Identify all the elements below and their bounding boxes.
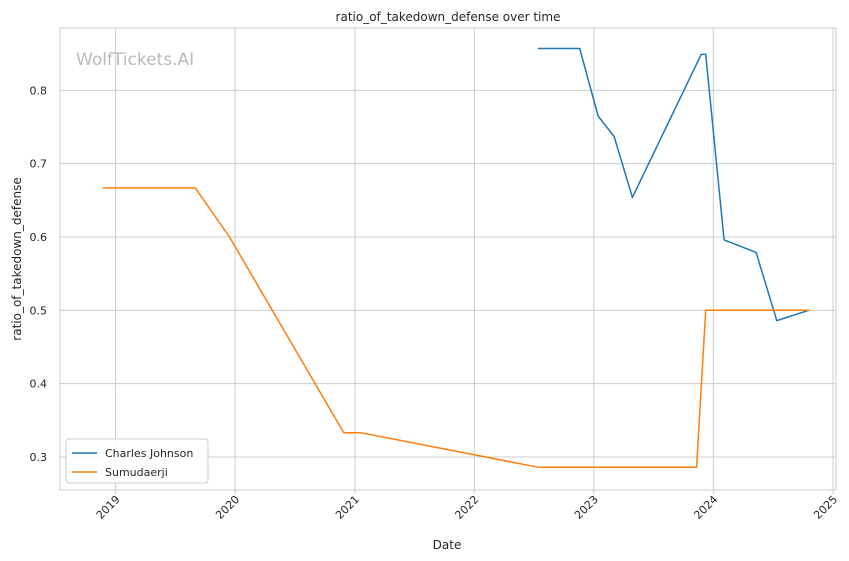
x-tick-label: 2021 <box>333 493 362 522</box>
plot-background <box>60 28 836 490</box>
y-axis-ticks: 0.3 0.4 0.5 0.6 0.7 0.8 <box>30 84 48 464</box>
x-axis-ticks: 2019 2020 2021 2022 2023 2024 2025 <box>94 490 840 522</box>
x-axis-label: Date <box>433 538 462 552</box>
y-tick-label: 0.8 <box>30 84 48 97</box>
y-axis-label: ratio_of_takedown_defense <box>10 177 24 340</box>
x-tick-label: 2025 <box>811 493 840 522</box>
chart-title: ratio_of_takedown_defense over time <box>336 10 561 24</box>
x-tick-label: 2024 <box>691 493 720 522</box>
y-tick-label: 0.4 <box>30 378 48 391</box>
legend: Charles Johnson Sumudaerji <box>65 438 209 484</box>
x-tick-label: 2020 <box>213 493 242 522</box>
series-lines <box>102 47 810 469</box>
y-tick-label: 0.3 <box>30 451 48 464</box>
x-tick-label: 2022 <box>452 493 481 522</box>
legend-box <box>65 438 209 484</box>
y-tick-label: 0.6 <box>30 231 48 244</box>
x-tick-label: 2019 <box>94 493 123 522</box>
watermark-text: WolfTickets.AI <box>76 50 194 70</box>
legend-label-sumudaerji: Sumudaerji <box>105 466 168 479</box>
y-tick-label: 0.7 <box>30 158 48 171</box>
x-tick-label: 2023 <box>572 493 601 522</box>
legend-label-charles-johnson: Charles Johnson <box>105 447 193 460</box>
y-tick-label: 0.5 <box>30 304 48 317</box>
series-line-charles-johnson <box>537 47 810 322</box>
series-line-sumudaerji <box>102 187 810 469</box>
plot-frame <box>59 27 837 491</box>
